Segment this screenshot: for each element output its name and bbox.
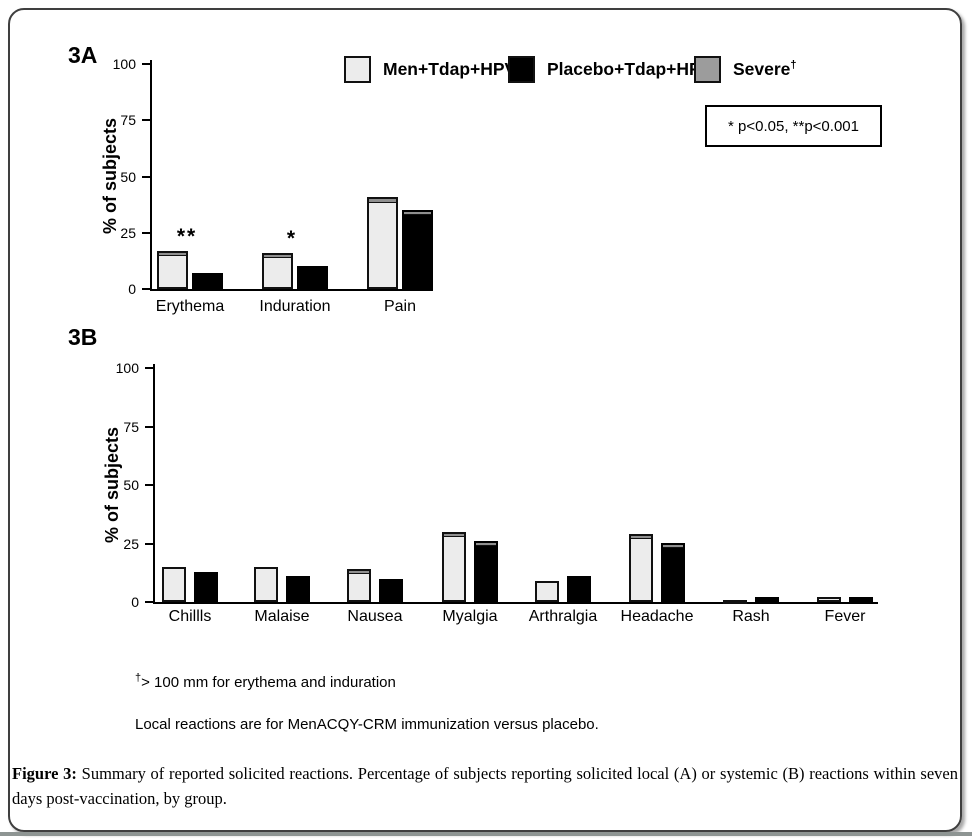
y-tick-label: 50 [120,168,136,185]
category-label: Myalgia [442,608,498,625]
y-tick-label: 0 [128,281,136,297]
severe-cap [159,253,186,256]
panel-a-label: 3A [68,42,98,68]
y-tick [142,175,150,178]
category-label: Induration [259,298,331,315]
bar [367,197,398,289]
legend-label-severe: Severe† [733,58,797,79]
legend-swatch-men [344,55,371,83]
bar [286,576,310,602]
x-axis-line [153,602,878,604]
legend-swatch-severe [694,55,721,83]
legend-swatch-placebo [508,55,535,83]
severe-cap [349,571,369,574]
y-tick [145,367,153,369]
bar [379,579,403,602]
severe-cap [663,545,683,548]
x-axis-line [150,289,433,291]
y-tick [145,484,153,486]
figure-caption-text: Summary of reported solicited reactions.… [12,764,958,808]
bar [157,251,188,289]
bar [194,572,218,602]
significance-marker: * [286,227,298,250]
severe-cap [369,199,396,203]
category-label: Malaise [254,608,310,625]
figure-border [8,8,962,832]
y-tick [142,231,150,234]
severe-cap [476,543,496,546]
y-tick [145,542,153,545]
y-tick-label: 0 [131,594,139,610]
y-axis-line [150,60,152,291]
category-label: Rash [732,608,770,625]
bar [723,600,747,604]
bar [755,597,779,602]
y-tick [142,63,150,65]
y-tick [142,119,150,122]
bar [262,253,293,289]
y-tick [145,601,153,603]
figure-caption: Figure 3: Summary of reported solicited … [12,762,958,812]
y-tick-label: 50 [123,477,139,493]
bar [535,581,559,602]
significance-marker: ** [176,224,198,248]
panel-b-label: 3B [68,324,98,350]
y-tick-label: 75 [120,112,136,129]
footnote-local-reactions: Local reactions are for MenACQY-CRM immu… [135,716,599,733]
severe-cap [404,212,431,215]
severe-cap [264,255,291,258]
severe-cap [631,536,651,539]
category-label: Fever [824,608,866,625]
legend-label-men: Men+Tdap+HPV [383,58,517,79]
y-tick-label: 75 [123,418,139,435]
bottom-accent-bar [0,832,972,836]
bar [297,266,328,289]
bar [442,532,466,602]
bar [347,569,371,602]
legend-item-men: Men+Tdap+HPV [344,55,516,83]
bar [567,576,591,602]
pvalue-note-text: * p<0.05, **p<0.001 [728,117,859,135]
category-label: Pain [383,298,417,315]
category-label: Erythema [155,298,225,315]
bar [474,541,498,602]
category-label: Nausea [347,608,403,625]
bar [629,534,653,602]
y-tick-label: 100 [115,360,139,376]
severe-cap [444,534,464,537]
y-tick-label: 25 [120,224,136,241]
legend-item-placebo: Placebo+Tdap+HPV [508,55,712,83]
y-tick-label: 100 [112,56,136,72]
y-axis-line [153,364,155,604]
category-label: Arthralgia [528,608,598,625]
bar [402,210,433,289]
bar [817,597,841,602]
y-tick [145,425,153,428]
legend-item-severe: Severe† [694,55,797,83]
bar [254,567,278,602]
legend-label-placebo: Placebo+Tdap+HPV [547,58,713,79]
y-tick [142,288,150,290]
pvalue-note-box: * p<0.05, **p<0.001 [705,105,882,147]
bar [192,273,223,289]
category-label: Chillls [168,608,212,625]
y-tick-label: 25 [123,535,139,552]
figure-caption-label: Figure 3: [12,764,77,783]
bar [849,597,873,602]
bar [162,567,186,602]
category-label: Headache [620,608,694,625]
bar [661,543,685,602]
footnote-severe-definition: †> 100 mm for erythema and induration [135,672,396,691]
